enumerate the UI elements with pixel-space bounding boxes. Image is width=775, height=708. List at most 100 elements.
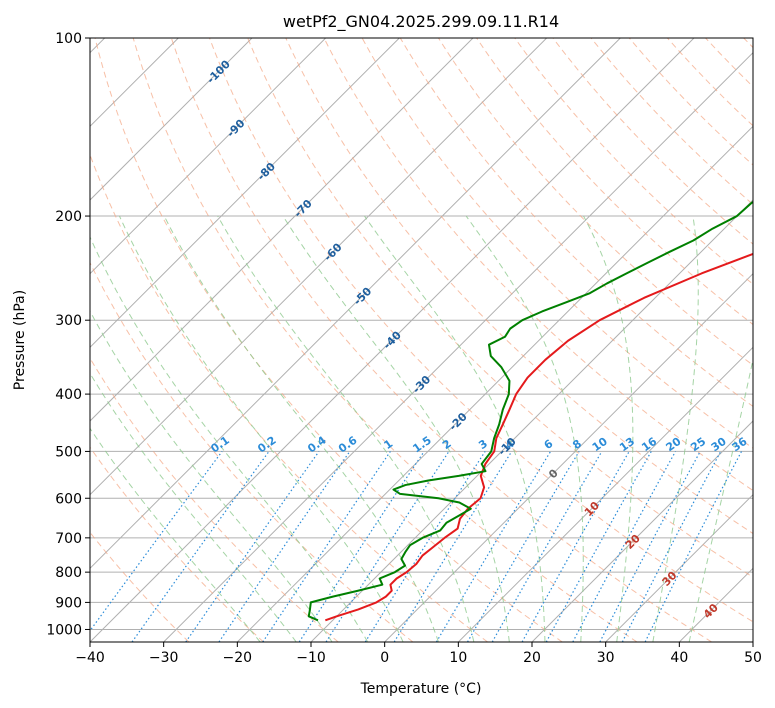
y-tick-label: 600: [55, 491, 82, 507]
dry-adiabat: [90, 446, 264, 642]
x-tick-label: 20: [523, 650, 541, 666]
y-tick-label: 400: [55, 387, 82, 403]
isotherm-label: 40: [701, 601, 721, 621]
dry-adiabat: [90, 261, 414, 642]
mixing-ratio-line: [131, 451, 270, 642]
isotherm-label: -70: [292, 197, 315, 220]
mixing-ratio-line: [218, 451, 351, 642]
isotherm-gridline: [384, 272, 753, 642]
mixing-ratio-line: [466, 451, 580, 642]
dry-adiabat: [628, 38, 753, 166]
dry-adiabat: [209, 38, 753, 623]
mixing-ratio-label: 0.4: [305, 433, 329, 455]
dry-adiabat: [247, 38, 753, 578]
dry-adiabat: [590, 38, 753, 206]
moist-adiabat: [90, 372, 297, 642]
moist-adiabat: [688, 357, 753, 642]
x-axis-label: Temperature (°C): [360, 681, 482, 697]
isotherm-gridline: [90, 38, 621, 570]
y-tick-label: 500: [55, 444, 82, 460]
y-tick-label: 1000: [46, 622, 82, 638]
moist-adiabat: [465, 215, 584, 642]
isotherm-label: 10: [582, 499, 602, 519]
isotherm-gridline: [90, 38, 400, 349]
moist-adiabat: [652, 215, 699, 642]
dry-adiabat: [361, 38, 753, 449]
y-tick-label: 100: [55, 31, 82, 47]
mixing-ratio-line: [545, 451, 652, 642]
temperature-profile: [324, 252, 753, 622]
dry-adiabat: [90, 357, 339, 642]
mixing-ratio-line: [325, 451, 450, 642]
plot-frame: [89, 37, 754, 643]
dry-adiabat: [514, 38, 753, 285]
mixing-ratio-label: 0.6: [336, 433, 360, 455]
isotherm-gridline: [531, 420, 753, 642]
dry-adiabat: [90, 531, 190, 642]
dry-adiabat: [170, 38, 712, 642]
x-tick-label: −20: [223, 650, 253, 666]
isotherm-label: -80: [255, 160, 278, 183]
y-axis-label: Pressure (hPa): [12, 290, 28, 390]
x-tick-label: 10: [449, 650, 467, 666]
moist-adiabat: [163, 215, 439, 642]
isotherm-gridline: [90, 38, 695, 642]
mixing-ratio-label: 2: [440, 437, 454, 452]
dry-adiabat: [705, 38, 753, 88]
isotherm-gridline: [752, 641, 753, 642]
mixing-ratio-line: [521, 451, 630, 642]
x-tick-label: −30: [149, 650, 179, 666]
chart-title: wetPf2_GN04.2025.299.09.11.R14: [283, 12, 559, 32]
y-tick-label: 700: [55, 531, 82, 547]
mixing-ratio-label: 3: [476, 437, 490, 452]
dry-adiabat: [667, 38, 753, 127]
dry-adiabat: [132, 38, 638, 642]
isotherm-gridline: [90, 38, 253, 201]
y-tick-label: 900: [55, 595, 82, 611]
isotherm-gridline: [90, 38, 327, 275]
x-tick-label: 0: [380, 650, 389, 666]
x-tick-label: 30: [597, 650, 615, 666]
isotherm-gridline: [163, 51, 753, 642]
moist-adiabat: [217, 215, 475, 642]
mixing-ratio-line: [262, 451, 391, 642]
dry-adiabat: [476, 38, 753, 326]
x-tick-label: −40: [75, 650, 105, 666]
mixing-ratio-label: 0.1: [208, 434, 231, 456]
isotherm-gridline: [310, 199, 753, 642]
dry-adiabat: [438, 38, 753, 366]
y-tick-label: 300: [55, 313, 82, 329]
mixing-ratio-line: [298, 451, 425, 642]
moist-adiabat: [90, 235, 369, 642]
isotherm-gridline: [90, 38, 548, 496]
mixing-ratio-line: [393, 451, 513, 642]
x-tick-label: −10: [296, 650, 326, 666]
dry-adiabat: [552, 38, 753, 245]
mixing-ratio-line: [599, 451, 701, 642]
dry-adiabat: [399, 38, 753, 407]
isotherm-gridline: [457, 346, 753, 642]
dry-adiabat: [90, 153, 488, 642]
isotherm-label: -30: [410, 373, 433, 396]
isotherm-gridline: [678, 567, 753, 642]
moist-adiabat: [90, 310, 333, 642]
dewpoint-profile: [307, 200, 753, 622]
moist-adiabat: [90, 427, 261, 642]
dry-adiabat: [743, 38, 753, 49]
mixing-ratio-line: [435, 451, 552, 642]
mixing-ratio-line: [491, 451, 603, 642]
moist-adiabat: [119, 215, 404, 642]
y-axis: 100 200 300 400 500 600 700 800 900 1000: [46, 31, 90, 638]
mixing-ratio-label: 1.5: [410, 434, 433, 456]
x-tick-label: 40: [670, 650, 688, 666]
isotherm-gridline: [605, 493, 753, 642]
y-tick-label: 200: [55, 209, 82, 225]
x-axis: −40 −30 −20 −10 0 10 20 30 40 50: [75, 642, 762, 666]
mixing-ratio-line: [572, 451, 677, 642]
moist-adiabat: [364, 215, 546, 642]
dry-adiabat: [323, 38, 753, 492]
mixing-ratio-label: 6: [542, 437, 556, 452]
y-tick-label: 800: [55, 565, 82, 581]
isotherm-gridline: [236, 125, 753, 642]
